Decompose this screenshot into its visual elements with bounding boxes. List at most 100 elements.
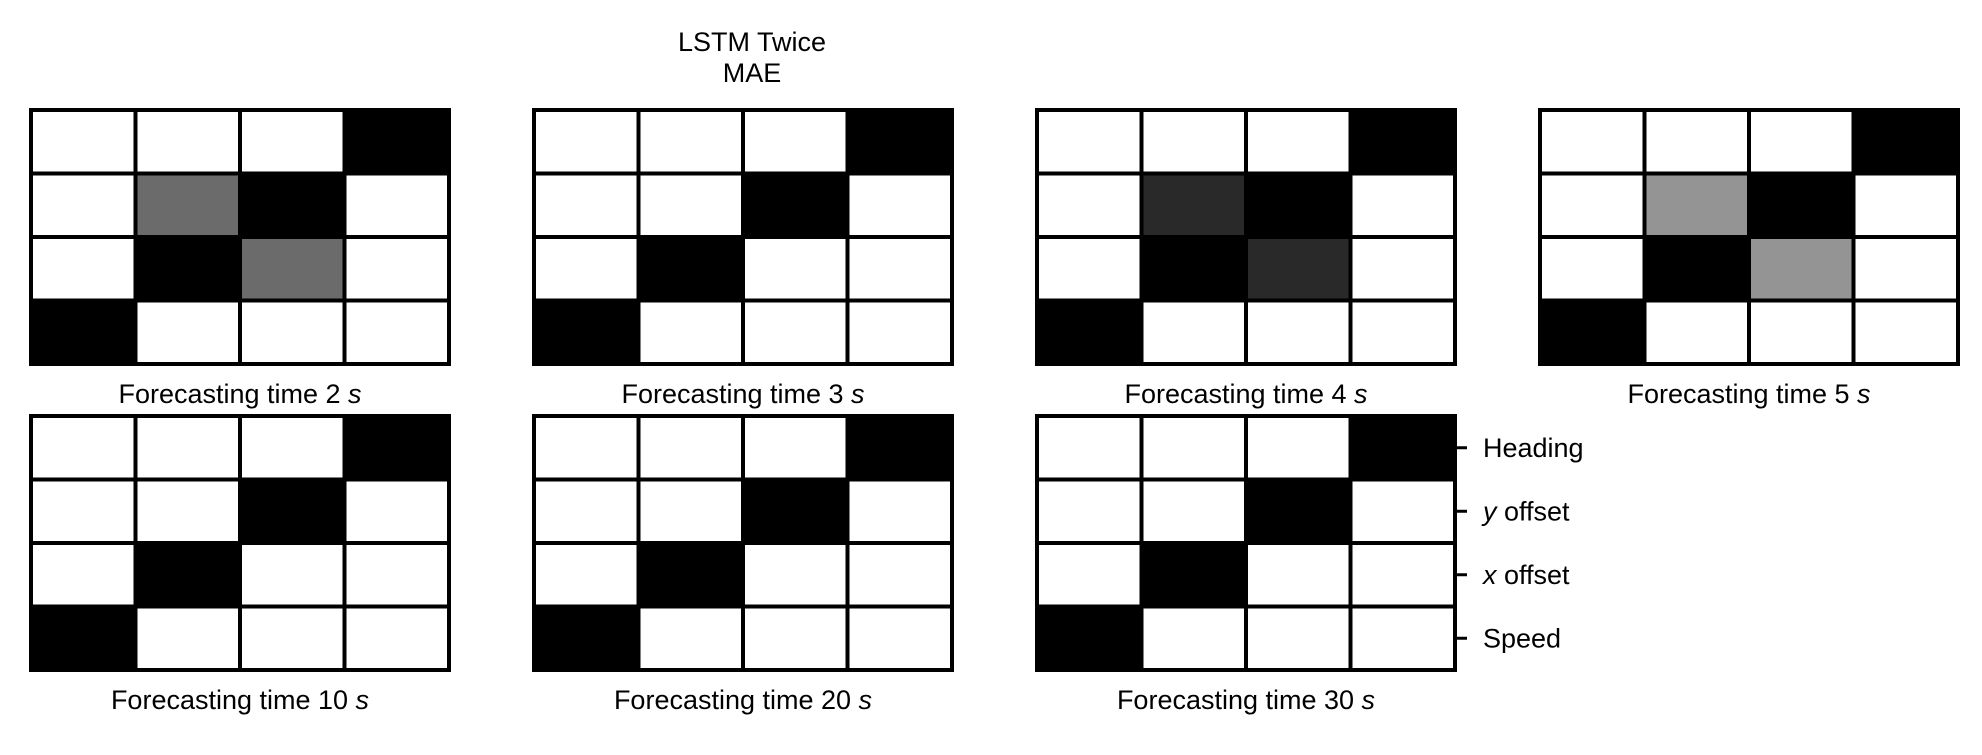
heatmap-cell-p4-r4-c3 xyxy=(1747,298,1856,366)
heatmap-cell-p2-r3-c2 xyxy=(636,235,745,303)
heatmap-cell-p7-r2-c4 xyxy=(1348,477,1457,545)
heatmap-cell-p6-r1-c4 xyxy=(845,414,954,482)
heatmap-cell-p3-r3-c3 xyxy=(1244,235,1353,303)
heatmap-cell-p3-r4-c2 xyxy=(1139,298,1248,366)
heatmap-cell-p2-r2-c2 xyxy=(636,171,745,239)
heatmap-cell-p3-r4-c4 xyxy=(1348,298,1457,366)
heatmap-cell-p1-r4-c4 xyxy=(342,298,451,366)
heatmap-cell-p4-r3-c4 xyxy=(1851,235,1960,303)
heatmap-cell-p7-r4-c2 xyxy=(1139,604,1248,672)
panel-frame-4 xyxy=(1538,108,1960,366)
heatmap-cell-p1-r3-c3 xyxy=(238,235,347,303)
heatmap-cell-p6-r2-c3 xyxy=(741,477,850,545)
heatmap-cell-p6-r1-c1 xyxy=(532,414,641,482)
heatmap-cell-p6-r4-c4 xyxy=(845,604,954,672)
row-label-4: Speed xyxy=(1483,623,1561,653)
heatmap-cell-p1-r2-c2 xyxy=(133,171,242,239)
heatmap-cell-p6-r4-c1 xyxy=(532,604,641,672)
panel-caption-6: Forecasting time 20 s xyxy=(614,685,872,715)
heatmap-cell-p1-r1-c3 xyxy=(238,108,347,176)
panel-frame-6 xyxy=(532,414,954,672)
heatmap-cell-p2-r4-c3 xyxy=(741,298,850,366)
heatmap-cell-p6-r1-c2 xyxy=(636,414,745,482)
heatmap-cell-p3-r3-c2 xyxy=(1139,235,1248,303)
panel-caption-5: Forecasting time 10 s xyxy=(111,685,369,715)
panel-1: Forecasting time 2 s xyxy=(29,108,451,409)
heatmap-cell-p7-r1-c3 xyxy=(1244,414,1353,482)
heatmap-cell-p6-r1-c3 xyxy=(741,414,850,482)
heatmap-cell-p7-r4-c3 xyxy=(1244,604,1353,672)
heatmap-cell-p1-r3-c4 xyxy=(342,235,451,303)
heatmap-cell-p5-r2-c3 xyxy=(238,477,347,545)
heatmap-cell-p3-r4-c1 xyxy=(1035,298,1144,366)
heatmap-cell-p4-r2-c2 xyxy=(1642,171,1751,239)
heatmap-cell-p2-r1-c3 xyxy=(741,108,850,176)
heatmap-cell-p7-r3-c4 xyxy=(1348,541,1457,609)
heatmap-cell-p6-r3-c3 xyxy=(741,541,850,609)
heatmap-cell-p2-r2-c3 xyxy=(741,171,850,239)
heatmap-cell-p4-r3-c1 xyxy=(1538,235,1647,303)
heatmap-cell-p3-r2-c3 xyxy=(1244,171,1353,239)
heatmap-cell-p6-r4-c3 xyxy=(741,604,850,672)
heatmap-cell-p1-r4-c3 xyxy=(238,298,347,366)
heatmap-cell-p3-r2-c4 xyxy=(1348,171,1457,239)
panel-caption-4: Forecasting time 5 s xyxy=(1627,379,1870,409)
panel-caption-1: Forecasting time 2 s xyxy=(118,379,361,409)
panel-4: Forecasting time 5 s xyxy=(1538,108,1960,409)
heatmap-cell-p1-r1-c2 xyxy=(133,108,242,176)
heatmap-cell-p5-r4-c3 xyxy=(238,604,347,672)
heatmap-cell-p5-r3-c4 xyxy=(342,541,451,609)
heatmap-cell-p6-r3-c4 xyxy=(845,541,954,609)
heatmap-cell-p1-r2-c4 xyxy=(342,171,451,239)
heatmap-cell-p5-r2-c4 xyxy=(342,477,451,545)
heatmap-cell-p5-r4-c4 xyxy=(342,604,451,672)
heatmap-cell-p5-r1-c1 xyxy=(29,414,138,482)
panel-caption-2: Forecasting time 3 s xyxy=(621,379,864,409)
heatmap-cell-p7-r2-c1 xyxy=(1035,477,1144,545)
panel-caption-3: Forecasting time 4 s xyxy=(1124,379,1367,409)
heatmap-cell-p2-r2-c4 xyxy=(845,171,954,239)
heatmap-cell-p4-r1-c4 xyxy=(1851,108,1960,176)
heatmap-cell-p4-r4-c4 xyxy=(1851,298,1960,366)
heatmap-cell-p5-r3-c3 xyxy=(238,541,347,609)
heatmap-cell-p6-r4-c2 xyxy=(636,604,745,672)
heatmap-cell-p1-r4-c2 xyxy=(133,298,242,366)
heatmap-cell-p6-r2-c1 xyxy=(532,477,641,545)
heatmap-cell-p6-r3-c2 xyxy=(636,541,745,609)
heatmap-cell-p2-r3-c1 xyxy=(532,235,641,303)
heatmap-cell-p7-r4-c4 xyxy=(1348,604,1457,672)
heatmap-cell-p3-r2-c2 xyxy=(1139,171,1248,239)
heatmap-cell-p2-r4-c2 xyxy=(636,298,745,366)
heatmap-cell-p4-r1-c2 xyxy=(1642,108,1751,176)
heatmap-cell-p4-r4-c1 xyxy=(1538,298,1647,366)
heatmap-cell-p4-r2-c1 xyxy=(1538,171,1647,239)
heatmap-cell-p4-r3-c2 xyxy=(1642,235,1751,303)
heatmap-cell-p7-r2-c2 xyxy=(1139,477,1248,545)
heatmap-cell-p1-r3-c2 xyxy=(133,235,242,303)
heatmap-cell-p5-r2-c2 xyxy=(133,477,242,545)
chart-title-line-2: MAE xyxy=(722,58,782,88)
heatmap-cell-p7-r3-c3 xyxy=(1244,541,1353,609)
heatmap-cell-p7-r3-c1 xyxy=(1035,541,1144,609)
heatmap-cell-p1-r3-c1 xyxy=(29,235,138,303)
panel-frame-3 xyxy=(1035,108,1457,366)
chart-title-line-1: LSTM Twice xyxy=(677,27,827,57)
heatmap-cell-p4-r1-c3 xyxy=(1747,108,1856,176)
heatmap-cell-p4-r2-c4 xyxy=(1851,171,1960,239)
heatmap-cell-p4-r4-c2 xyxy=(1642,298,1751,366)
panel-frame-7 xyxy=(1035,414,1457,672)
heatmap-cell-p2-r2-c1 xyxy=(532,171,641,239)
heatmap-cell-p3-r1-c4 xyxy=(1348,108,1457,176)
heatmap-cell-p7-r1-c4 xyxy=(1348,414,1457,482)
panel-5: Forecasting time 10 s xyxy=(29,414,451,715)
heatmap-cell-p2-r4-c4 xyxy=(845,298,954,366)
heatmap-cell-p1-r1-c4 xyxy=(342,108,451,176)
panel-6: Forecasting time 20 s xyxy=(532,414,954,715)
heatmap-cell-p1-r1-c1 xyxy=(29,108,138,176)
heatmap-cell-p7-r4-c1 xyxy=(1035,604,1144,672)
panel-3: Forecasting time 4 s xyxy=(1035,108,1457,409)
heatmap-cell-p5-r3-c1 xyxy=(29,541,138,609)
row-label-3: x offset xyxy=(1481,560,1570,590)
heatmap-cell-p2-r1-c1 xyxy=(532,108,641,176)
